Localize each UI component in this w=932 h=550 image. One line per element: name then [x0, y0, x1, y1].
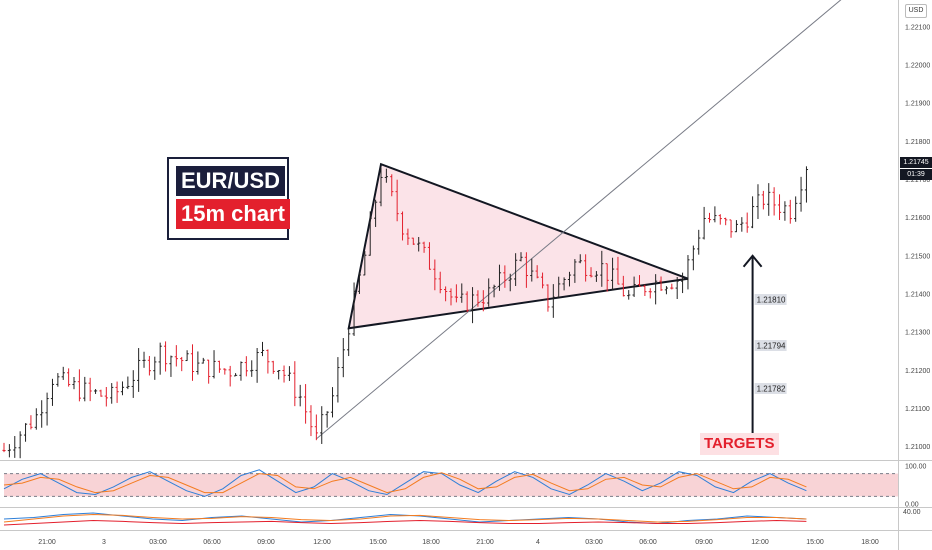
pair-title: EUR/USD — [176, 166, 286, 196]
countdown-tag: 01:39 — [900, 169, 932, 180]
x-tick-label: 15:00 — [369, 539, 387, 546]
arrow-head — [742, 254, 763, 268]
oscillator-tick-label: 40.00 — [903, 509, 921, 516]
x-tick-label: 15:00 — [806, 539, 824, 546]
x-tick-label: 18:00 — [861, 539, 879, 546]
stochastic-series-line — [3, 469, 807, 497]
target-level-value: 1.21810 — [757, 296, 786, 305]
y-tick-label: 1.22100 — [905, 24, 930, 31]
timeframe-title: 15m chart — [176, 199, 290, 229]
x-tick-label: 06:00 — [203, 539, 221, 546]
y-tick-label: 1.21200 — [905, 368, 930, 375]
x-tick-label: 12:00 — [751, 539, 769, 546]
stochastic-tick-label: 100.00 — [905, 464, 927, 471]
y-tick-label: 1.21300 — [905, 330, 930, 337]
stochastic-tick-label: 0.00 — [905, 502, 919, 509]
x-tick-label: 09:00 — [257, 539, 275, 546]
target-level-badge — [754, 294, 787, 305]
y-tick-label: 1.21900 — [905, 101, 930, 108]
x-tick-label: 03:00 — [585, 539, 603, 546]
trend-line — [316, 0, 842, 440]
y-tick-label: 1.22000 — [905, 63, 930, 70]
target-level-value: 1.21782 — [757, 385, 786, 394]
target-level-badge — [754, 383, 787, 394]
x-tick-label: 21:00 — [38, 539, 56, 546]
stochastic-series-line — [3, 472, 807, 494]
x-tick-label: 06:00 — [639, 539, 657, 546]
target-level-value: 1.21794 — [757, 342, 786, 351]
y-tick-label: 1.21800 — [905, 139, 930, 146]
x-tick-label: 03:00 — [149, 539, 167, 546]
y-tick-label: 1.21500 — [905, 253, 930, 260]
x-tick-label: 18:00 — [422, 539, 440, 546]
y-tick-label: 1.21400 — [905, 291, 930, 298]
current-price-tag: 1.21745 — [900, 157, 932, 168]
x-tick-label: 4 — [536, 539, 540, 546]
triangle-pattern — [347, 162, 689, 330]
y-tick-label: 1.21000 — [905, 444, 930, 451]
oscillator-series-line — [3, 519, 807, 526]
y-tick-label: 1.21600 — [905, 215, 930, 222]
x-tick-label: 21:00 — [476, 539, 494, 546]
stochastic-band — [4, 473, 898, 497]
y-tick-label: 1.21100 — [905, 406, 930, 413]
targets-label: TARGETS — [700, 433, 779, 455]
y-tick-label: 1.21700 — [905, 177, 930, 184]
target-level-badge — [754, 340, 787, 351]
currency-label[interactable]: USD — [905, 4, 927, 18]
up-arrow-icon — [742, 254, 763, 451]
x-tick-label: 09:00 — [695, 539, 713, 546]
x-tick-label: 12:00 — [313, 539, 331, 546]
x-tick-label: 3 — [102, 539, 106, 546]
oscillator-series-line — [3, 513, 807, 523]
